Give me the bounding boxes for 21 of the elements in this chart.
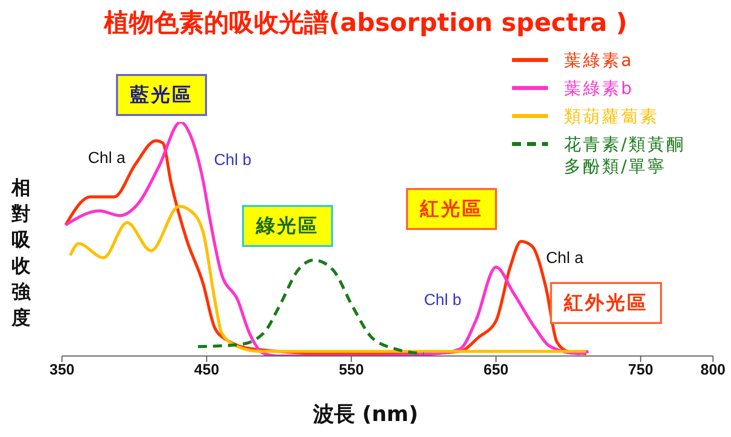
annotation: 綠光區	[242, 205, 333, 247]
annotation: Chl b	[214, 152, 252, 170]
chart-title: 植物色素的吸收光譜(absorption spectra )	[102, 7, 628, 39]
y-axis-title: 相對吸收強度	[10, 176, 32, 331]
annotation: 紅外光區	[550, 282, 662, 324]
annotation: Chl a	[546, 250, 584, 268]
x-tick-label: 350	[49, 362, 75, 379]
legend-label: 類葫蘿蔔素	[564, 106, 659, 128]
legend-label: 葉綠素b	[564, 78, 634, 100]
text: 藍光區	[116, 74, 207, 116]
legend-label: 花青素/類黃酮多酚類/單寧	[564, 134, 687, 178]
annotation: 紅光區	[406, 188, 497, 230]
legend-label: 葉綠素a	[564, 50, 634, 72]
x-tick-label: 550	[338, 362, 364, 379]
x-tick-label: 650	[483, 362, 509, 379]
x-tick-label: 750	[628, 362, 654, 379]
x-tick-label: 800	[700, 362, 726, 379]
x-tick-label: 450	[194, 362, 220, 379]
x-axis-title: 波長 (nm)	[312, 401, 420, 428]
annotation: Chl a	[88, 150, 126, 168]
annotation: Chl b	[424, 292, 462, 310]
